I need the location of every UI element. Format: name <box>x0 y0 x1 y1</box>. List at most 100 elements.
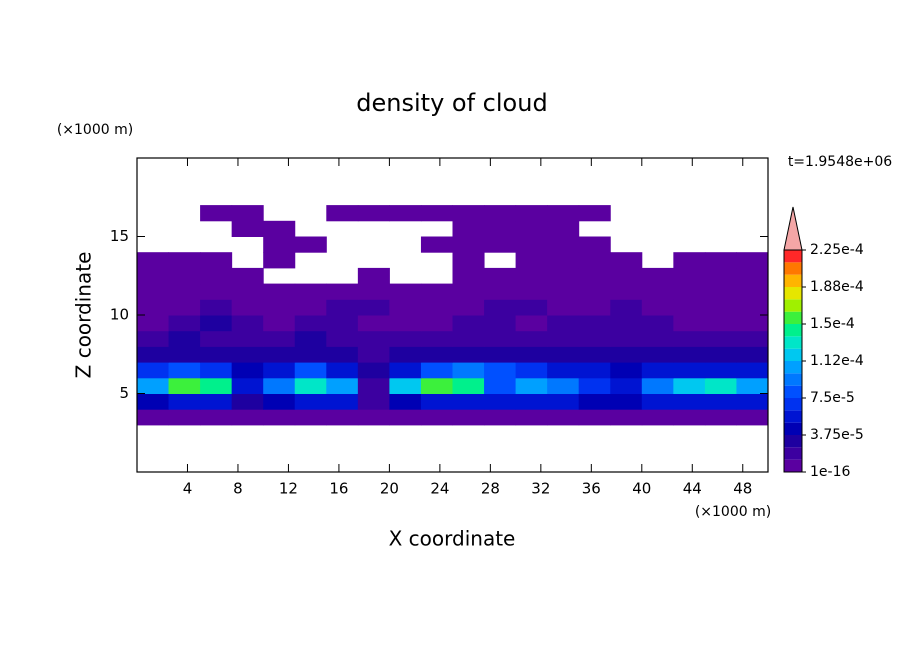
contour-cell <box>326 330 359 347</box>
contour-cell <box>484 330 517 347</box>
contour-cell <box>641 267 674 285</box>
contour-cell <box>263 346 296 363</box>
contour-cell <box>578 283 611 300</box>
contour-cell <box>294 236 327 253</box>
contour-cell <box>610 267 643 285</box>
contour-cell <box>231 267 264 285</box>
contour-cell <box>610 409 643 426</box>
contour-cell <box>484 362 517 379</box>
contour-cell <box>137 362 170 379</box>
contour-cell <box>263 315 296 332</box>
contour-cell <box>547 236 580 253</box>
contour-cell <box>168 409 201 426</box>
x-tick-label: 32 <box>531 480 550 498</box>
contour-cell <box>420 377 453 394</box>
contour-cell <box>137 393 170 410</box>
contour-cell <box>515 315 548 332</box>
contour-cell <box>420 236 453 253</box>
x-tick-label: 12 <box>279 480 298 498</box>
contour-cell <box>294 283 327 300</box>
contour-cell <box>736 346 769 363</box>
contour-cell <box>231 330 264 347</box>
contour-cell <box>452 205 485 222</box>
colorbar-tick-label: 2.25e-4 <box>810 242 864 258</box>
contour-cell <box>578 267 611 285</box>
contour-cell <box>484 346 517 363</box>
contour-cell <box>452 377 485 394</box>
contour-cell <box>294 377 327 394</box>
x-tick-label: 16 <box>329 480 348 498</box>
contour-cell <box>389 315 422 332</box>
contour-cell <box>673 315 706 332</box>
colorbar-band <box>784 398 802 411</box>
contour-cell <box>547 346 580 363</box>
contour-cell <box>704 362 737 379</box>
contour-cell <box>547 267 580 285</box>
contour-cell <box>641 330 674 347</box>
contour-cell <box>547 330 580 347</box>
contour-cell <box>704 267 737 285</box>
contour-cell <box>200 362 233 379</box>
contour-cell <box>484 220 517 237</box>
colorbar-band <box>784 348 802 361</box>
contour-cell <box>610 315 643 332</box>
contour-cell <box>578 409 611 426</box>
colorbar-band <box>784 274 802 287</box>
contour-cell <box>704 409 737 426</box>
x-tick-label: 48 <box>733 480 752 498</box>
contour-cell <box>704 377 737 394</box>
contour-cell <box>641 283 674 300</box>
contour-cell <box>452 236 485 253</box>
contour-cell <box>168 330 201 347</box>
contour-cell <box>389 283 422 300</box>
contour-cell <box>673 393 706 410</box>
contour-cell <box>326 315 359 332</box>
contour-cell <box>578 346 611 363</box>
contour-cell <box>673 267 706 285</box>
contour-cell <box>547 377 580 394</box>
colorbar-tick-label: 3.75e-5 <box>810 427 864 443</box>
colorbar-band <box>784 324 802 337</box>
y-tick-label: 5 <box>119 384 129 402</box>
contour-cell <box>420 205 453 222</box>
contour-cell <box>484 409 517 426</box>
y-axis-label: Z coordinate <box>72 252 96 379</box>
contour-cell <box>673 299 706 316</box>
contour-cell <box>294 299 327 316</box>
contour-cell <box>736 252 769 269</box>
contour-cell <box>515 220 548 237</box>
contour-cell <box>547 409 580 426</box>
contour-cell <box>137 346 170 363</box>
contour-cell <box>389 393 422 410</box>
contour-cell <box>357 315 390 332</box>
contour-cell <box>231 362 264 379</box>
contour-cell <box>168 377 201 394</box>
contour-cell <box>736 283 769 300</box>
contour-cell <box>641 362 674 379</box>
contour-cell <box>452 299 485 316</box>
contour-cell <box>326 205 359 222</box>
contour-cell <box>610 393 643 410</box>
contour-cell <box>389 330 422 347</box>
y-tick-label: 15 <box>110 227 129 245</box>
contour-cell <box>515 377 548 394</box>
contour-cell <box>263 393 296 410</box>
contour-cell <box>357 393 390 410</box>
contour-cell <box>547 315 580 332</box>
contour-cell <box>578 362 611 379</box>
contour-cell <box>389 205 422 222</box>
contour-cell <box>231 393 264 410</box>
contour-cell <box>231 283 264 300</box>
contour-cell <box>704 346 737 363</box>
contour-cell <box>357 409 390 426</box>
contour-cell <box>420 283 453 300</box>
contour-cell <box>673 252 706 269</box>
contour-cell <box>200 409 233 426</box>
contour-cell <box>326 362 359 379</box>
contour-cell <box>547 283 580 300</box>
contour-cell <box>200 205 233 222</box>
contour-cell <box>168 362 201 379</box>
contour-cell <box>673 283 706 300</box>
contour-cell <box>263 362 296 379</box>
contour-cell <box>673 362 706 379</box>
